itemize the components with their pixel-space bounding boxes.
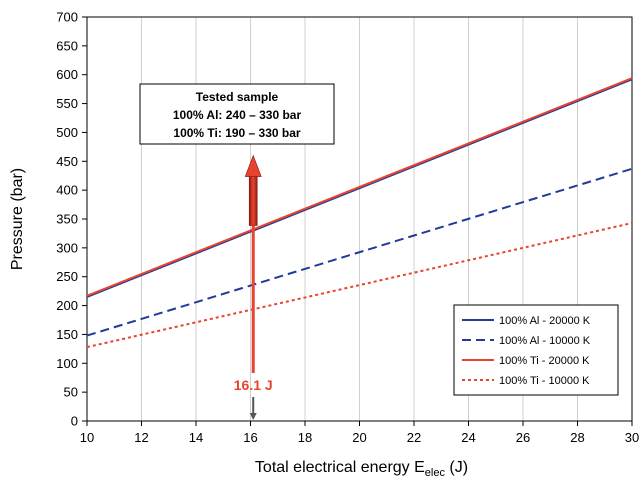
energy-marker: 16.1 J <box>234 154 273 420</box>
y-tick-label: 200 <box>56 298 78 313</box>
legend-item: 100% Al - 20000 K <box>462 315 591 327</box>
marker-label: 16.1 J <box>234 377 273 393</box>
tested-sample-annotation: Tested sample 100% Al: 240 – 330 bar 100… <box>139 83 335 145</box>
y-tick-label: 350 <box>56 212 78 227</box>
series-line-2 <box>86 77 633 297</box>
y-axis-label: Pressure (bar) <box>9 168 26 270</box>
y-tick-label: 400 <box>56 183 78 198</box>
x-axis-label-subscript: elec <box>425 467 446 479</box>
y-tick-label: 450 <box>56 154 78 169</box>
legend-item: 100% Al - 10000 K <box>462 335 591 347</box>
x-axis-label: Total electrical energy Eelec (J) <box>255 459 468 479</box>
marker-arrow-head <box>244 154 262 177</box>
y-tick-label: 600 <box>56 67 78 82</box>
annotation-line-al: 100% Al: 240 – 330 bar <box>173 108 302 122</box>
annotation-line-ti: 100% Ti: 190 – 330 bar <box>173 126 301 140</box>
x-tick-label: 22 <box>407 430 421 445</box>
x-tick-label: 24 <box>461 430 475 445</box>
y-tick-label: 700 <box>56 10 78 25</box>
legend: 100% Al - 20000 K 100% Al - 10000 K 100% T… <box>453 304 619 396</box>
x-tick-label: 18 <box>298 430 312 445</box>
y-tick-label: 150 <box>56 327 78 342</box>
x-tick-label: 26 <box>516 430 530 445</box>
legend-label: 100% Ti - 20000 K <box>499 355 590 367</box>
y-tick-label: 100 <box>56 356 78 371</box>
series-layer <box>86 77 633 349</box>
x-tick-label: 14 <box>189 430 203 445</box>
legend-item: 100% Ti - 20000 K <box>462 355 590 367</box>
y-tick-label: 50 <box>64 385 78 400</box>
marker-bottom-arrow-head <box>249 413 257 420</box>
legend-item: 100% Ti - 10000 K <box>462 375 590 387</box>
x-tick-label: 20 <box>352 430 366 445</box>
y-tick-label: 500 <box>56 125 78 140</box>
x-tick-label: 28 <box>570 430 584 445</box>
x-tick-label: 12 <box>134 430 148 445</box>
x-tick-label: 30 <box>625 430 639 445</box>
annotation-line-title: Tested sample <box>196 90 279 104</box>
x-axis-label-unit: (J) <box>445 459 468 476</box>
x-tick-label: 10 <box>80 430 94 445</box>
series-line-1 <box>86 167 633 337</box>
x-tick-label: 16 <box>243 430 257 445</box>
y-tick-label: 250 <box>56 269 78 284</box>
legend-label: 100% Ti - 10000 K <box>499 375 590 387</box>
y-tick-label: 650 <box>56 38 78 53</box>
axis-ticks: 10 12 14 16 18 20 22 24 26 28 30050100150200250300… <box>56 10 639 446</box>
y-tick-label: 0 <box>71 414 78 429</box>
y-tick-label: 300 <box>56 240 78 255</box>
y-tick-label: 550 <box>56 96 78 111</box>
series-line-0 <box>86 78 633 298</box>
x-axis-label-main: Total electrical energy E <box>255 459 425 476</box>
legend-label: 100% Al - 20000 K <box>499 315 591 327</box>
marker-arrow-shaft <box>248 175 258 226</box>
legend-label: 100% Al - 10000 K <box>499 335 591 347</box>
annotation-box <box>139 83 335 145</box>
